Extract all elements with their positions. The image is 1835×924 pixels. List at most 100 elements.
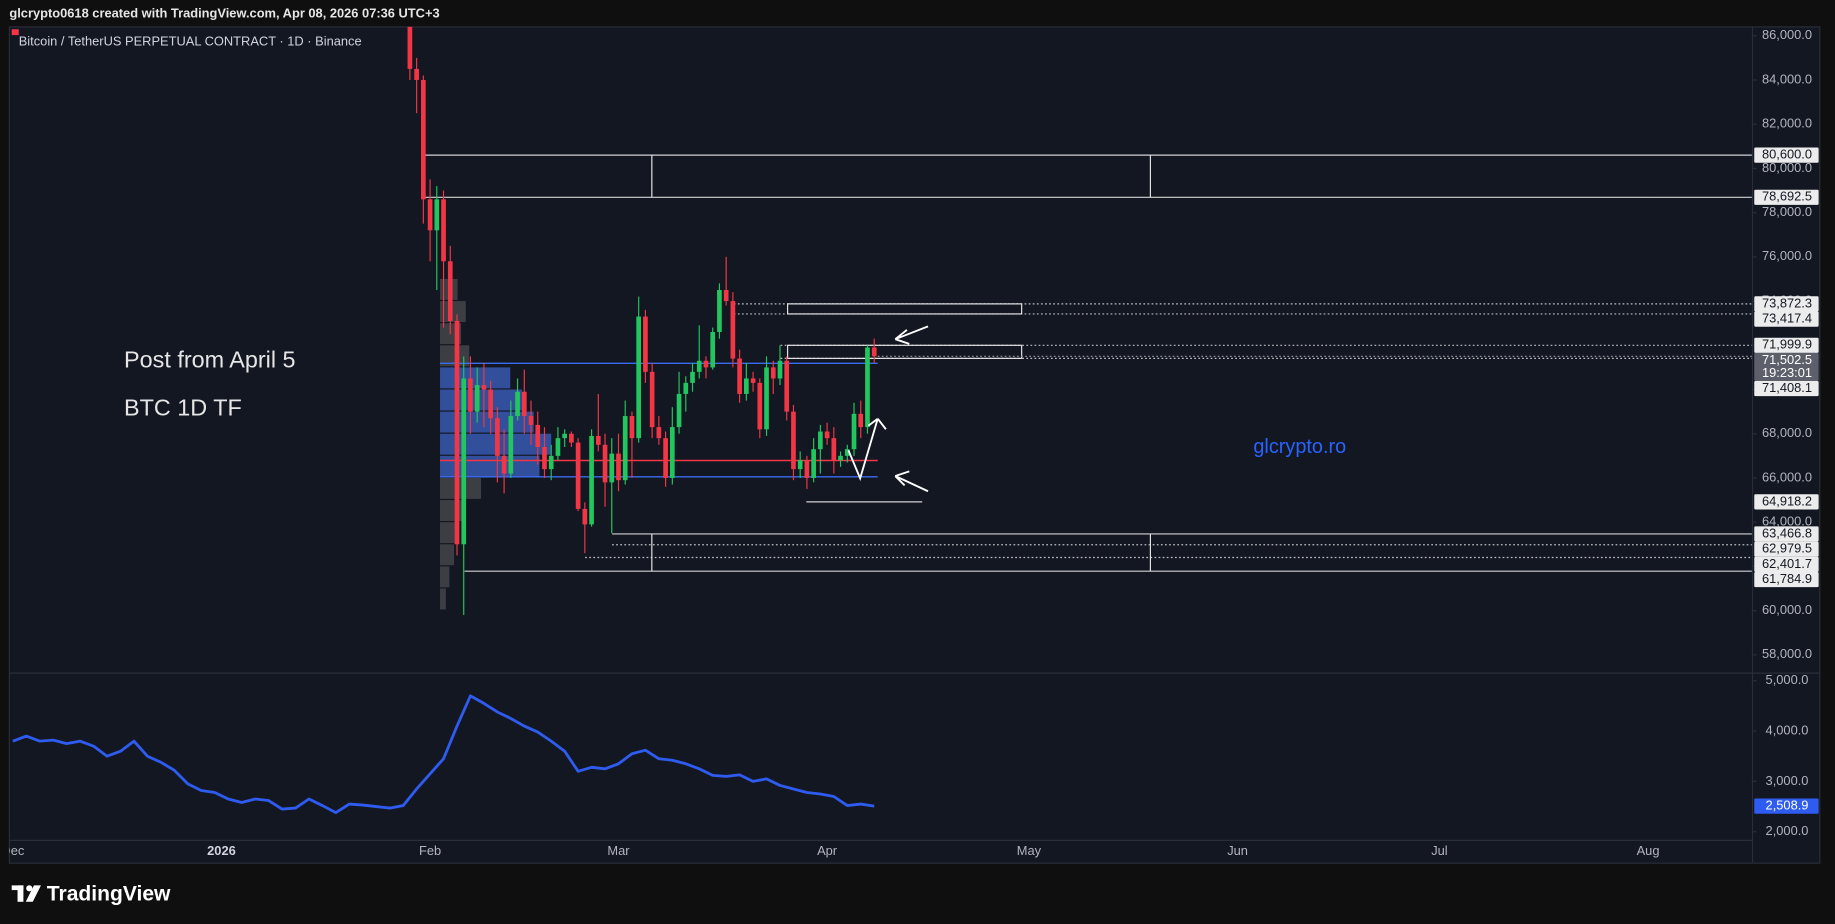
zone-box	[787, 303, 1023, 315]
price-pane	[407, 26, 1752, 616]
level-label-box	[1754, 556, 1819, 572]
candle-body	[609, 453, 615, 483]
y-tick-label: 78,000.0	[1762, 204, 1812, 219]
level-label: 62,979.5	[1762, 541, 1812, 556]
candle-body	[764, 367, 769, 430]
tradingview-logo: TradingView	[11, 882, 171, 905]
y-tick-label: 4,000.0	[1766, 722, 1809, 737]
candle-body	[454, 320, 460, 545]
candle-body	[656, 427, 662, 439]
candle-body	[643, 316, 648, 372]
y-tick-label: 58,000.0	[1762, 646, 1812, 661]
candle-body	[548, 455, 554, 470]
candle-body	[710, 332, 716, 368]
x-tick-label: Jun	[1227, 843, 1248, 858]
candle-body	[757, 382, 763, 430]
candle-body	[521, 391, 527, 417]
y-tick-label: 76,000.0	[1762, 248, 1812, 263]
candle-body	[744, 378, 749, 394]
time-axis: Dec 2026 Feb Mar Apr May Jun Jul Aug	[9, 843, 1659, 858]
candle-body	[696, 360, 702, 372]
candle-body	[683, 382, 689, 394]
price-axis: 86,000.0 84,000.0 82,000.0 80,000.0 78,000.0…	[1751, 27, 1819, 838]
candle-body	[542, 447, 547, 470]
title-marker	[11, 29, 19, 36]
candle-body	[427, 199, 433, 231]
candle-body	[461, 378, 467, 545]
candle-body	[602, 444, 608, 483]
last-price-label: 71,502.5	[1762, 352, 1812, 367]
level-label-box	[1754, 494, 1819, 510]
candle-body	[595, 435, 601, 445]
drawings	[847, 325, 929, 493]
candle-body	[818, 431, 823, 450]
profile-bar	[440, 522, 458, 544]
candle-body	[636, 316, 642, 439]
level-label: 61,784.9	[1762, 571, 1812, 586]
candle-body	[703, 360, 709, 368]
header-text: glcrypto0618 created with TradingView.co…	[9, 5, 439, 20]
level-label: 64,918.2	[1762, 493, 1812, 508]
logo-shape	[17, 885, 24, 902]
candle-body	[851, 413, 857, 450]
candle-body	[488, 389, 493, 419]
candle-body	[831, 438, 837, 461]
candle-body	[447, 261, 453, 321]
indicator-pane	[12, 694, 875, 815]
y-tick-label: 82,000.0	[1762, 116, 1812, 131]
last-price-box	[1754, 352, 1819, 381]
profile-bar	[440, 477, 481, 499]
level-label: 71,408.1	[1762, 380, 1812, 395]
y-tick-label: 60,000.0	[1762, 602, 1812, 617]
candle-body	[434, 199, 440, 231]
candle-body	[750, 378, 756, 383]
level-label: 80,600.0	[1762, 147, 1812, 162]
level-label-box	[1754, 296, 1819, 312]
candle-body	[421, 79, 426, 200]
level-label: 63,466.8	[1762, 525, 1812, 540]
profile-bar	[440, 301, 466, 323]
candle-body	[858, 413, 864, 428]
candle-body	[508, 416, 514, 474]
level-label-box	[1754, 311, 1819, 327]
candle-body	[844, 449, 850, 456]
candle-body	[616, 453, 621, 481]
profile-bar	[440, 588, 446, 610]
candle-body	[669, 427, 675, 478]
indicator-value-label: 2,508.9	[1766, 798, 1809, 813]
candle-body	[737, 358, 742, 394]
candle-body	[495, 418, 500, 456]
footer-brand: TradingView	[47, 882, 171, 905]
logo-shape	[26, 885, 33, 892]
candle-body	[528, 416, 534, 425]
candle-body	[824, 431, 830, 439]
candle-body	[569, 433, 574, 443]
x-tick-label: 2026	[207, 843, 236, 858]
candle-body	[622, 416, 628, 481]
profile-bar	[440, 500, 464, 522]
y-tick-label: 68,000.0	[1762, 425, 1812, 440]
candle-body	[414, 68, 419, 80]
level-label: 73,872.3	[1762, 295, 1812, 310]
candle-body	[589, 435, 594, 525]
candle-body	[690, 371, 695, 383]
candle-body	[730, 301, 736, 359]
candle-body	[481, 385, 487, 390]
level-label-box	[1754, 526, 1819, 542]
x-tick-label: Jul	[1431, 843, 1447, 858]
arrow	[894, 470, 929, 493]
candle-body	[676, 393, 682, 428]
candle-body	[575, 442, 581, 509]
y-tick-label: 66,000.0	[1762, 469, 1812, 484]
level-label: 78,692.5	[1762, 189, 1812, 204]
candle-body	[784, 360, 790, 412]
level-label: 73,417.4	[1762, 310, 1812, 325]
candle-body	[582, 508, 588, 525]
y-tick-label: 3,000.0	[1766, 773, 1809, 788]
candle-body	[797, 460, 803, 470]
indicator-value-box	[1754, 798, 1819, 814]
countdown-label: 19:23:01	[1762, 365, 1812, 380]
y-tick-label: 80,000.0	[1762, 160, 1812, 175]
